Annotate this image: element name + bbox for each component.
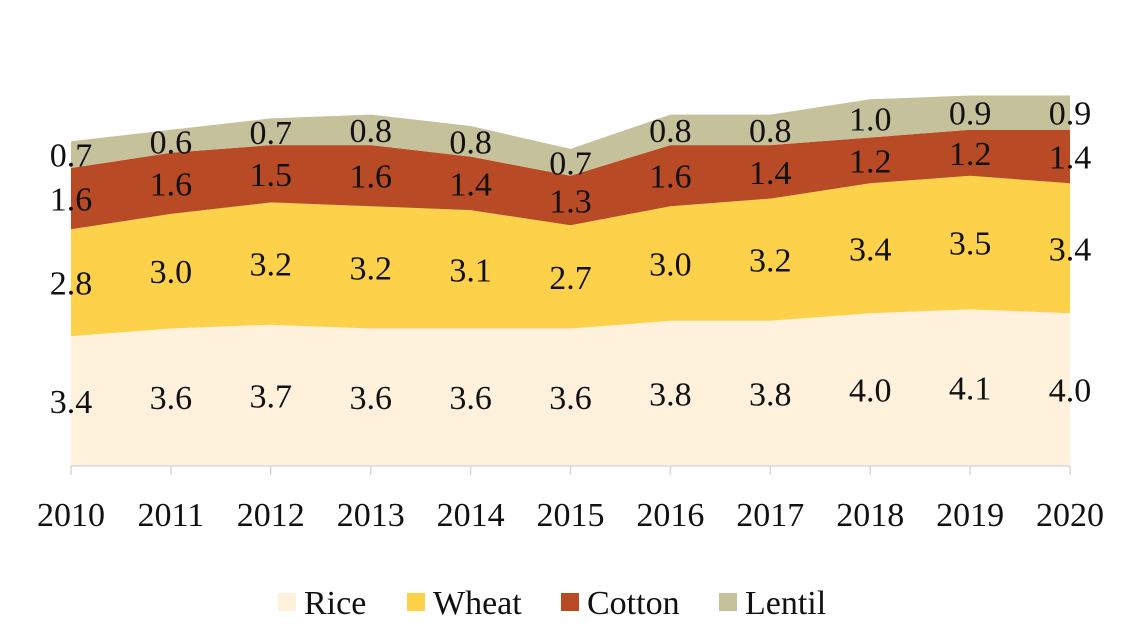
legend-swatch <box>561 593 579 611</box>
x-tick-label: 2013 <box>337 497 405 534</box>
data-label-wheat: 3.0 <box>150 254 193 291</box>
data-labels: 3.4 3.6 3.7 3.6 3.6 3.6 3.8 3.8 4.0 4.1 4.0 2.8 3.0 3… <box>50 96 1092 421</box>
data-label-lentil: 0.7 <box>250 115 293 152</box>
data-label-cotton: 1.4 <box>449 166 492 203</box>
data-label-lentil: 0.8 <box>749 113 792 150</box>
data-label-rice: 3.8 <box>749 376 792 413</box>
x-tick-label: 2017 <box>736 497 804 534</box>
data-label-rice: 4.1 <box>949 371 992 408</box>
x-tick-label: 2018 <box>836 497 904 534</box>
data-label-wheat: 3.5 <box>949 226 992 263</box>
x-tick-label: 2015 <box>537 497 605 534</box>
data-label-rice: 3.6 <box>449 380 492 417</box>
data-label-cotton: 1.4 <box>749 155 792 192</box>
data-label-wheat: 3.1 <box>449 252 492 289</box>
data-label-lentil: 0.6 <box>150 124 193 161</box>
data-label-wheat: 3.4 <box>849 231 892 268</box>
data-label-cotton: 1.2 <box>949 136 992 173</box>
x-tick-label: 2020 <box>1036 497 1104 534</box>
legend: Rice Wheat Cotton Lentil <box>278 585 826 622</box>
data-label-rice: 3.8 <box>649 376 692 413</box>
data-label-wheat: 3.2 <box>749 243 792 280</box>
legend-label: Rice <box>304 585 366 622</box>
x-axis <box>70 465 1071 475</box>
data-label-cotton: 1.6 <box>649 159 692 196</box>
data-label-wheat: 3.2 <box>250 247 293 284</box>
area-wheat <box>71 175 1070 337</box>
data-label-lentil: 0.7 <box>549 145 592 182</box>
x-tick-label: 2010 <box>37 497 105 534</box>
x-tick-label: 2016 <box>636 497 704 534</box>
data-label-wheat: 3.2 <box>349 250 392 287</box>
area-cotton <box>71 129 1070 230</box>
legend-label: Cotton <box>587 585 680 622</box>
legend-item-wheat: Wheat <box>407 585 522 622</box>
data-label-lentil: 0.9 <box>1049 96 1092 133</box>
legend-item-lentil: Lentil <box>719 585 826 622</box>
data-label-wheat: 3.0 <box>649 247 692 284</box>
x-tick-label: 2014 <box>437 497 505 534</box>
data-label-cotton: 1.6 <box>150 166 193 203</box>
data-label-lentil: 0.7 <box>50 138 93 175</box>
data-label-lentil: 0.8 <box>449 124 492 161</box>
x-tick-labels: 2010 2011 2012 2013 2014 2015 2016 2017 2018 2019… <box>37 497 1104 534</box>
data-label-rice: 4.0 <box>1049 373 1092 410</box>
legend-swatch <box>278 593 296 611</box>
data-label-cotton: 1.6 <box>50 182 93 219</box>
data-label-rice: 3.7 <box>250 378 293 415</box>
data-label-cotton: 1.5 <box>250 157 293 194</box>
data-label-cotton: 1.4 <box>1049 140 1092 177</box>
data-label-wheat: 2.7 <box>549 260 592 297</box>
data-label-lentil: 0.8 <box>649 113 692 150</box>
data-label-wheat: 3.4 <box>1049 231 1092 268</box>
data-label-rice: 3.6 <box>150 380 193 417</box>
chart-areas <box>71 95 1070 466</box>
data-label-cotton: 1.6 <box>349 159 392 196</box>
legend-item-cotton: Cotton <box>561 585 680 622</box>
data-label-lentil: 0.8 <box>349 113 392 150</box>
data-label-lentil: 0.9 <box>949 96 992 133</box>
data-label-rice: 3.6 <box>549 380 592 417</box>
data-label-cotton: 1.3 <box>549 184 592 221</box>
data-label-rice: 4.0 <box>849 373 892 410</box>
area-rice <box>71 309 1070 466</box>
data-label-wheat: 2.8 <box>50 266 93 303</box>
x-tick-label: 2011 <box>138 497 205 534</box>
data-label-rice: 3.4 <box>50 384 93 421</box>
legend-label: Lentil <box>745 585 826 622</box>
legend-item-rice: Rice <box>278 585 366 622</box>
legend-label: Wheat <box>433 585 522 622</box>
data-label-rice: 3.6 <box>349 380 392 417</box>
data-label-lentil: 1.0 <box>849 101 892 138</box>
data-label-cotton: 1.2 <box>849 143 892 180</box>
x-tick-label: 2012 <box>237 497 305 534</box>
legend-swatch <box>407 593 425 611</box>
legend-swatch <box>719 593 737 611</box>
area-lentil <box>71 95 1070 176</box>
x-tick-label: 2019 <box>936 497 1004 534</box>
